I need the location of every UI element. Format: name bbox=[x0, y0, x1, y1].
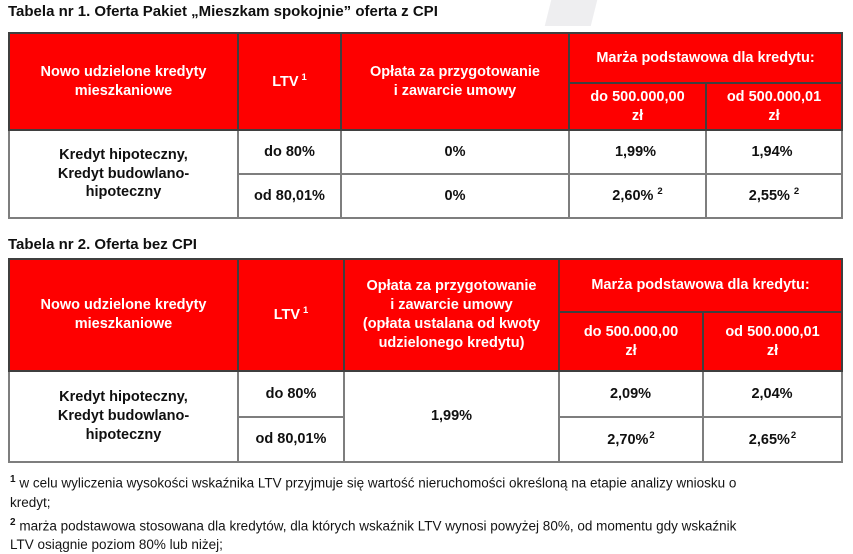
footnote-marker: 2 bbox=[649, 430, 654, 441]
table1-header-fee: Opłata za przygotowanie i zawarcie umowy bbox=[341, 33, 569, 130]
table1-header-ltv-footnote-marker: 1 bbox=[302, 72, 307, 83]
table1-body-row-1: Kredyt hipoteczny, Kredyt budowlano- hip… bbox=[9, 130, 842, 174]
footnote-2-marker: 2 bbox=[10, 517, 16, 528]
table2-header-fee: Opłata za przygotowanie i zawarcie umowy… bbox=[344, 259, 559, 371]
table2-header-products-label: Nowo udzielone kredyty mieszkaniowe bbox=[41, 297, 207, 332]
footnote-2: 2 marża podstawowa stosowana dla kredytó… bbox=[10, 513, 848, 554]
table2-header-margin-group-label: Marża podstawowa dla kredytu: bbox=[591, 277, 809, 293]
table2-header-ltv-footnote-marker: 1 bbox=[303, 305, 308, 316]
table2-header-margin-low-label: do 500.000,00 zł bbox=[584, 324, 678, 359]
table1-header-margin-low-label: do 500.000,00 zł bbox=[590, 89, 684, 124]
table1-ltv-value-1: do 80% bbox=[238, 130, 341, 174]
table1-header-ltv-label: LTV bbox=[272, 73, 298, 89]
table1-fee-value-2: 0% bbox=[341, 174, 569, 218]
table1-ltv-value-2: od 80,01% bbox=[238, 174, 341, 218]
footnote-1: 1 w celu wyliczenia wysokości wskaźnika … bbox=[10, 470, 848, 512]
table2-body-row-1: Kredyt hipoteczny, Kredyt budowlano- hip… bbox=[9, 371, 842, 417]
table1-header-margin-high: od 500.000,01 zł bbox=[706, 83, 842, 130]
table2-fee-value: 1,99% bbox=[344, 371, 559, 462]
footnote-2-text: marża podstawowa stosowana dla kredytów,… bbox=[10, 518, 736, 552]
table1-header-margin-group: Marża podstawowa dla kredytu: bbox=[569, 33, 842, 83]
table2-margin-low-value-1: 2,09% bbox=[559, 371, 703, 417]
table2-ltv-value-2: od 80,01% bbox=[238, 417, 344, 462]
table2-margin-high-value-1: 2,04% bbox=[703, 371, 842, 417]
table1-product-cell: Kredyt hipoteczny, Kredyt budowlano- hip… bbox=[9, 130, 238, 218]
footnote-marker: 2 bbox=[791, 430, 796, 441]
table2-header-margin-low: do 500.000,00 zł bbox=[559, 312, 703, 371]
table1-margin-high-value-2: 2,55% 2 bbox=[706, 174, 842, 218]
table2-header-margin-group: Marża podstawowa dla kredytu: bbox=[559, 259, 842, 312]
value-text: 1,99% bbox=[615, 144, 656, 160]
footnote-1-text: w celu wyliczenia wysokości wskaźnika LT… bbox=[10, 476, 736, 510]
table1-header-products-label: Nowo udzielone kredyty mieszkaniowe bbox=[41, 64, 207, 99]
table2-margin-low-value-2: 2,70%2 bbox=[559, 417, 703, 462]
table1-margin-high-value-1: 1,94% bbox=[706, 130, 842, 174]
value-text: 2,09% bbox=[610, 386, 651, 402]
table1-header-margin-group-label: Marża podstawowa dla kredytu: bbox=[596, 50, 814, 66]
table1-product-label: Kredyt hipoteczny, Kredyt budowlano- hip… bbox=[58, 147, 189, 201]
table2-title: Tabela nr 2. Oferta bez CPI bbox=[8, 236, 853, 253]
table2-product-cell: Kredyt hipoteczny, Kredyt budowlano- hip… bbox=[9, 371, 238, 462]
table1-header-margin-high-label: od 500.000,01 zł bbox=[727, 89, 821, 124]
table2-product-label: Kredyt hipoteczny, Kredyt budowlano- hip… bbox=[58, 389, 189, 443]
table1-margin-low-value-2: 2,60% 2 bbox=[569, 174, 706, 218]
footnote-marker: 2 bbox=[794, 186, 799, 197]
table1-header-margin-low: do 500.000,00 zł bbox=[569, 83, 706, 130]
value-text: 2,55% bbox=[749, 188, 790, 204]
table1-header-fee-label: Opłata za przygotowanie i zawarcie umowy bbox=[370, 64, 540, 99]
table2-ltv-value-1: do 80% bbox=[238, 371, 344, 417]
footnotes: 1 w celu wyliczenia wysokości wskaźnika … bbox=[8, 470, 848, 554]
table1-fee-value-1: 0% bbox=[341, 130, 569, 174]
table2-header-products: Nowo udzielone kredyty mieszkaniowe bbox=[9, 259, 238, 371]
value-text: 2,65% bbox=[749, 431, 790, 447]
table1: Nowo udzielone kredyty mieszkaniowe LTV 1… bbox=[8, 32, 843, 219]
table2-margin-high-value-2: 2,65%2 bbox=[703, 417, 842, 462]
table1-header-products: Nowo udzielone kredyty mieszkaniowe bbox=[9, 33, 238, 130]
table2-header-margin-high: od 500.000,01 zł bbox=[703, 312, 842, 371]
footnote-1-marker: 1 bbox=[10, 474, 16, 485]
table2-header-margin-high-label: od 500.000,01 zł bbox=[725, 324, 819, 359]
footnote-marker: 2 bbox=[657, 186, 662, 197]
table1-title: Tabela nr 1. Oferta Pakiet „Mieszkam spo… bbox=[8, 3, 853, 20]
table2-header-fee-label: Opłata za przygotowanie i zawarcie umowy… bbox=[363, 278, 540, 351]
table1-header-ltv: LTV 1 bbox=[238, 33, 341, 130]
value-text: 2,04% bbox=[751, 386, 792, 402]
table1-margin-low-value-1: 1,99% bbox=[569, 130, 706, 174]
value-text: 1,94% bbox=[751, 144, 792, 160]
table2-header-ltv-label: LTV bbox=[274, 307, 300, 323]
value-text: 2,60% bbox=[612, 188, 653, 204]
value-text: 2,70% bbox=[607, 431, 648, 447]
